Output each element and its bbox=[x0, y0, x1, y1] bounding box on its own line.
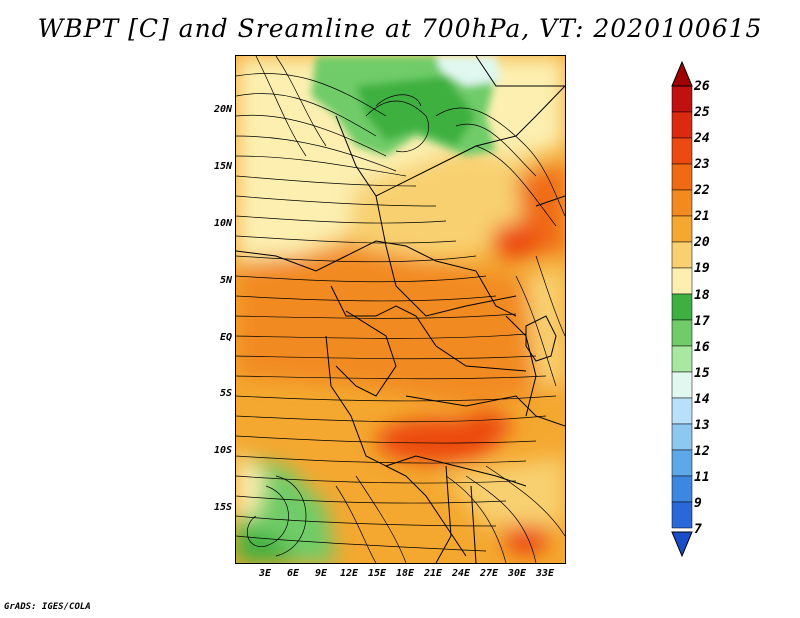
lon-label-9e: 9E bbox=[314, 568, 328, 579]
colorbar-label-12: 12 bbox=[694, 444, 710, 459]
lon-label-21e: 21E bbox=[423, 568, 443, 579]
colorbar-label-26: 26 bbox=[694, 79, 710, 94]
lat-label-5s: 5S bbox=[219, 388, 232, 399]
lat-label-5n: 5N bbox=[219, 275, 232, 286]
green-north bbox=[311, 56, 501, 156]
chart-title: WBPT [C] and Sreamline at 700hPa, VT: 20… bbox=[37, 14, 763, 43]
lat-label-15s: 15S bbox=[213, 502, 232, 513]
colorbar-label-25: 25 bbox=[694, 105, 710, 120]
colorbar-label-17: 17 bbox=[694, 314, 710, 329]
colorbar-segment bbox=[671, 371, 693, 399]
colorbar-segment bbox=[671, 241, 693, 269]
lon-label-33e: 33E bbox=[535, 568, 555, 579]
lat-label-15n: 15N bbox=[213, 161, 232, 172]
lat-label-eq: EQ bbox=[219, 332, 232, 343]
colorbar-segment bbox=[671, 397, 693, 425]
colorbar-label-22: 22 bbox=[694, 183, 710, 198]
colorbar-segment bbox=[671, 189, 693, 217]
lat-label-20n: 20N bbox=[213, 104, 232, 115]
colorbar-label-21: 21 bbox=[694, 209, 710, 224]
colorbar-segment bbox=[671, 267, 693, 295]
streamlines bbox=[236, 56, 565, 563]
colorbar-segment bbox=[671, 163, 693, 191]
colorbar-segment bbox=[671, 215, 693, 243]
map-field bbox=[236, 56, 565, 563]
lon-label-15e: 15E bbox=[367, 568, 387, 579]
colorbar-label-11: 11 bbox=[694, 470, 710, 485]
colorbar-segment bbox=[671, 111, 693, 139]
colorbar-label-20: 20 bbox=[694, 235, 710, 250]
lon-label-3e: 3E bbox=[258, 568, 272, 579]
lat-label-10s: 10S bbox=[213, 445, 232, 456]
colorbar-label-7: 7 bbox=[694, 522, 702, 537]
colorbar-top-triangle bbox=[671, 60, 693, 87]
colorbar-label-18: 18 bbox=[694, 288, 710, 303]
colorbar-bottom-triangle bbox=[671, 531, 693, 558]
colorbar-label-24: 24 bbox=[694, 131, 710, 146]
colorbar-label-23: 23 bbox=[694, 157, 710, 172]
lat-label-10n: 10N bbox=[213, 218, 232, 229]
lon-label-18e: 18E bbox=[395, 568, 415, 579]
colorbar-label-19: 19 bbox=[694, 261, 710, 276]
colorbar-segment bbox=[671, 475, 693, 503]
colorbar-segment bbox=[671, 449, 693, 477]
colorbar-segment bbox=[671, 85, 693, 113]
map-panel bbox=[235, 55, 566, 564]
lon-label-12e: 12E bbox=[339, 568, 359, 579]
colorbar-segment bbox=[671, 319, 693, 347]
lon-label-24e: 24E bbox=[451, 568, 471, 579]
colorbar-segment bbox=[671, 293, 693, 321]
shading-regions bbox=[236, 56, 565, 563]
colorbar-segment bbox=[671, 137, 693, 165]
colorbar bbox=[671, 60, 693, 558]
lon-label-30e: 30E bbox=[507, 568, 527, 579]
footer-credit: GrADS: IGES/COLA bbox=[4, 602, 91, 612]
colorbar-segment bbox=[671, 423, 693, 451]
lon-label-6e: 6E bbox=[286, 568, 300, 579]
lon-label-27e: 27E bbox=[479, 568, 499, 579]
colorbar-label-16: 16 bbox=[694, 340, 710, 355]
colorbar-label-9: 9 bbox=[694, 496, 702, 511]
colorbar-label-15: 15 bbox=[694, 366, 710, 381]
colorbar-label-14: 14 bbox=[694, 392, 710, 407]
colorbar-segment bbox=[671, 345, 693, 373]
colorbar-segment bbox=[671, 501, 693, 529]
colorbar-label-13: 13 bbox=[694, 418, 710, 433]
